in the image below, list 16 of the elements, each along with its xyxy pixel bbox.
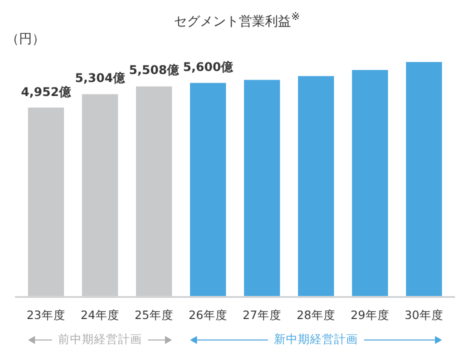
x-tick-label: 28年度	[296, 308, 336, 323]
x-tick-label: 26年度	[188, 308, 228, 323]
text: （円）	[6, 31, 45, 48]
text: 新中期経営計画	[270, 332, 362, 347]
data-label: 5,304億	[75, 70, 125, 88]
x-tick-label: 30年度	[404, 308, 444, 323]
x-tick-label: 23年度	[26, 308, 66, 323]
chart-title: セグメント営業利益$^{※}$	[174, 10, 300, 30]
data-label: 5,600億	[183, 58, 233, 76]
x-tick-label: 27年度	[242, 308, 282, 323]
x-tick-label: 24年度	[80, 308, 120, 323]
data-label: 4,952億	[21, 84, 71, 101]
x-tick-label: 29年度	[350, 308, 390, 323]
x-tick-label: 25年度	[134, 308, 174, 323]
data-label: 5,508億	[129, 62, 179, 80]
text: 前中期経営計画	[54, 332, 146, 347]
